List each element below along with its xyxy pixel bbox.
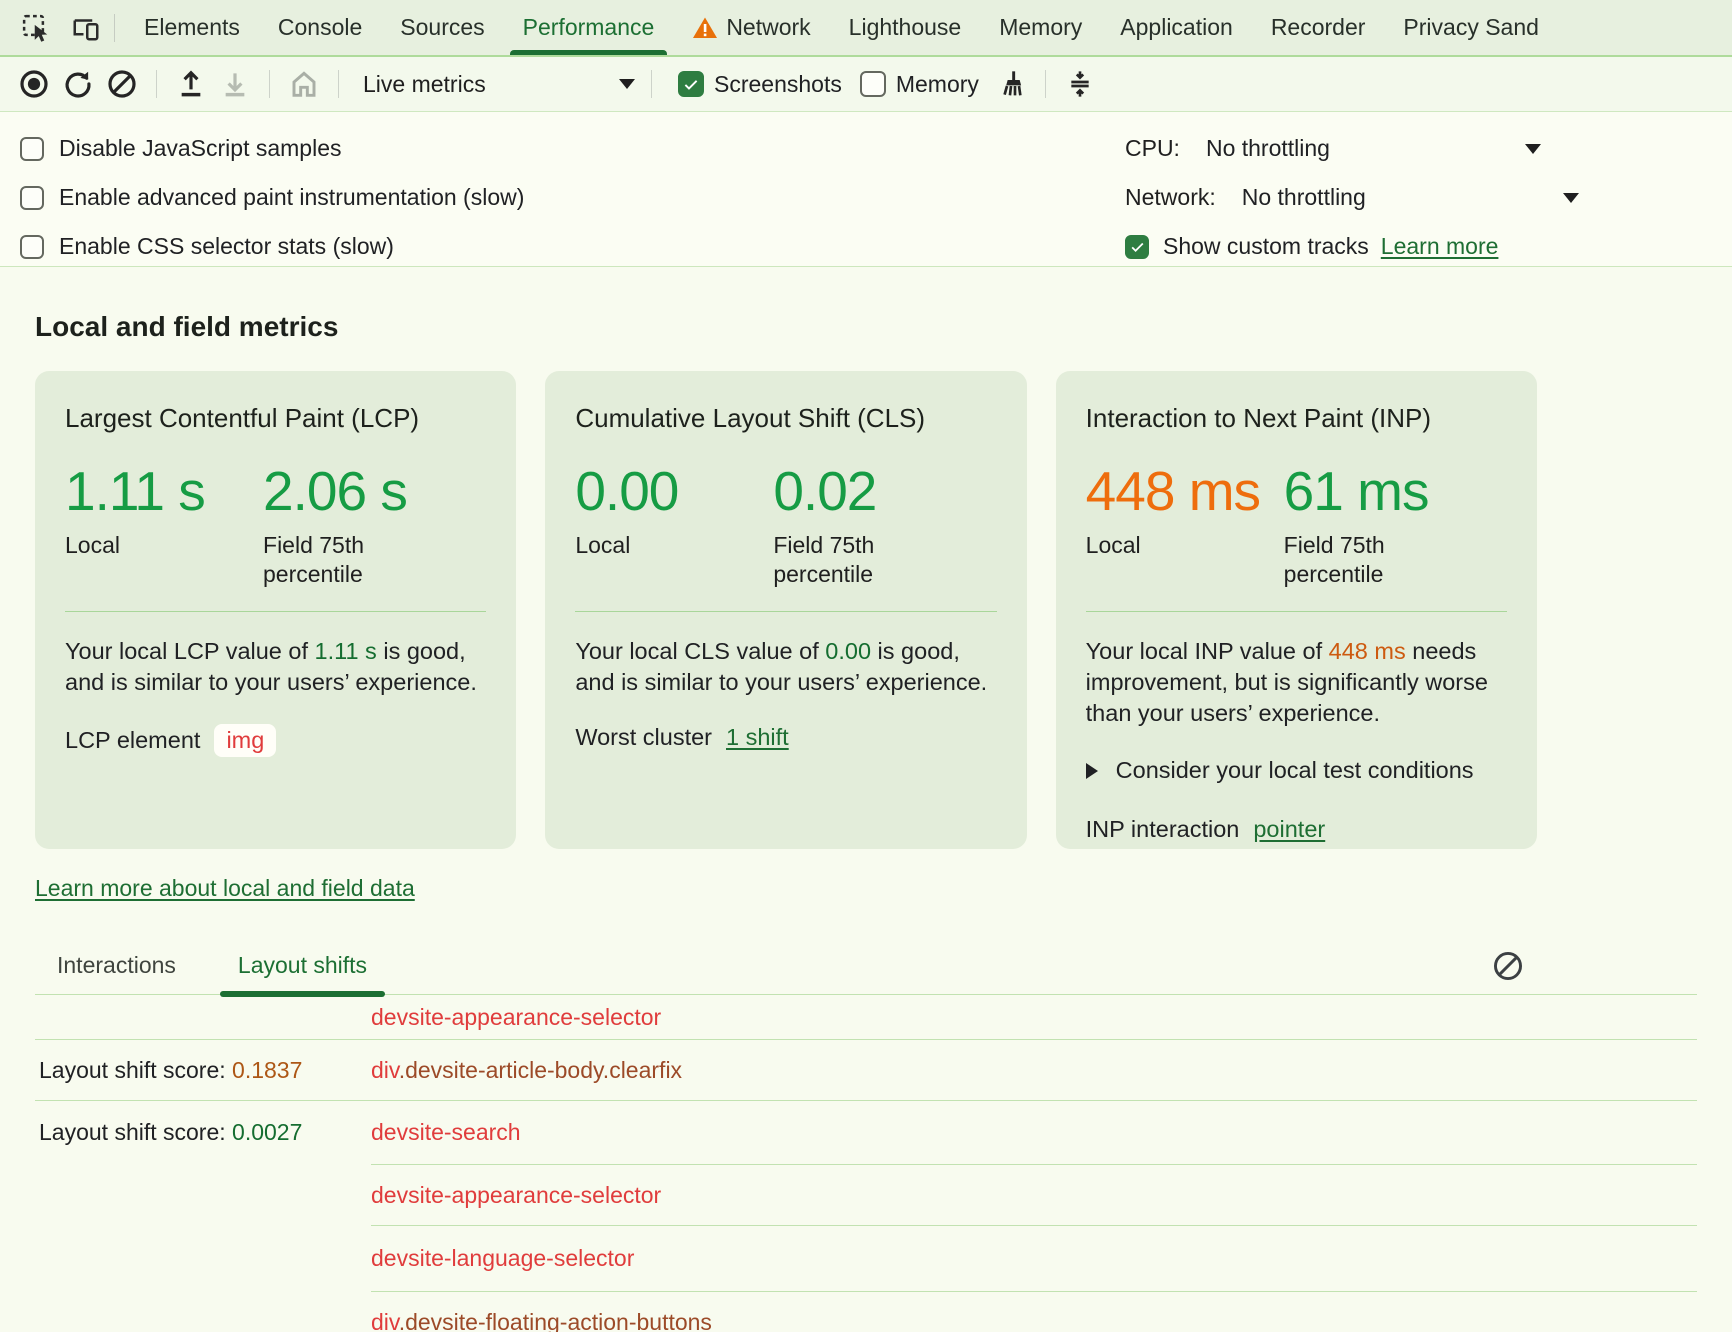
- checked-checkbox-icon: [678, 71, 704, 97]
- cpu-throttling-select[interactable]: CPU: No throttling: [1125, 124, 1725, 173]
- node-link[interactable]: devsite-search: [371, 1119, 521, 1145]
- tab-recorder[interactable]: Recorder: [1270, 14, 1366, 40]
- inp-field-value: 61 ms: [1283, 460, 1430, 522]
- node-link[interactable]: devsite-language-selector: [371, 1245, 635, 1271]
- upload-profile-icon[interactable]: [173, 66, 209, 102]
- lcp-element-link[interactable]: img: [214, 724, 277, 757]
- lcp-local-value: 1.11 s: [65, 460, 206, 522]
- capture-settings: Disable JavaScript samples Enable advanc…: [0, 112, 1732, 267]
- cls-card: Cumulative Layout Shift (CLS) 0.00 Local…: [545, 371, 1027, 849]
- history-dropdown-value: Live metrics: [363, 70, 486, 97]
- clear-log-icon[interactable]: [1492, 950, 1524, 982]
- chevron-down-icon: [619, 79, 635, 89]
- collapse-panel-icon[interactable]: [1062, 66, 1098, 102]
- learn-more-link[interactable]: Learn more: [1380, 233, 1499, 259]
- tab-performance[interactable]: Performance: [504, 0, 674, 55]
- network-throttling-select[interactable]: Network: No throttling: [1125, 173, 1725, 222]
- cls-local-value: 0.00: [575, 460, 679, 522]
- record-icon[interactable]: [16, 66, 52, 102]
- divider: [371, 1225, 1697, 1226]
- node-link[interactable]: div.devsite-floating-action-buttons: [371, 1308, 712, 1332]
- layout-shift-row[interactable]: devsite-appearance-selector: [35, 1165, 1732, 1225]
- tab-network[interactable]: Network: [673, 0, 829, 55]
- layout-shift-row[interactable]: devsite-language-selector: [35, 1226, 1732, 1291]
- chevron-down-icon: [1525, 143, 1541, 154]
- page-title: Local and field metrics: [35, 311, 339, 342]
- layout-shift-score: Layout shift score: 0.0027: [39, 1119, 303, 1145]
- node-link[interactable]: devsite-appearance-selector: [371, 1181, 662, 1208]
- layout-shift-row[interactable]: div.devsite-floating-action-buttons: [35, 1292, 1732, 1332]
- unchecked-checkbox-icon: [20, 185, 44, 210]
- divider: [338, 70, 339, 98]
- cls-description: Your local CLS value of 0.00 is good, an…: [575, 637, 988, 695]
- tab-lighthouse[interactable]: Lighthouse: [848, 14, 962, 40]
- tab-interactions[interactable]: Interactions: [57, 952, 176, 978]
- inp-card: Interaction to Next Paint (INP) 448 ms L…: [1055, 371, 1537, 849]
- local-test-conditions-expander[interactable]: Consider your local test conditions: [1085, 757, 1507, 784]
- tab-application[interactable]: Application: [1120, 14, 1233, 40]
- live-metrics-log-tabs: Interactions Layout shifts: [35, 950, 1697, 997]
- tab-sources[interactable]: Sources: [400, 14, 485, 40]
- clear-icon[interactable]: [104, 66, 140, 102]
- inp-description: Your local INP value of 448 ms needs imp…: [1085, 637, 1488, 727]
- inp-local-value: 448 ms: [1085, 460, 1261, 522]
- screenshots-checkbox[interactable]: Screenshots: [678, 71, 842, 98]
- tab-memory[interactable]: Memory: [999, 14, 1083, 40]
- devtools-tabbar: Elements Console Sources Performance Net…: [0, 0, 1732, 57]
- tab-elements[interactable]: Elements: [144, 14, 240, 40]
- node-link[interactable]: devsite-appearance-selector: [371, 1003, 662, 1030]
- unchecked-checkbox-icon: [20, 234, 44, 259]
- layout-shift-row[interactable]: Layout shift score: 0.0027 devsite-searc…: [35, 1101, 1732, 1164]
- layout-shift-score: Layout shift score: 0.1837: [39, 1056, 303, 1083]
- inp-interaction-link[interactable]: pointer: [1253, 816, 1326, 843]
- divider: [114, 13, 115, 42]
- unchecked-checkbox-icon: [859, 71, 886, 97]
- device-toolbar-icon[interactable]: [68, 10, 104, 46]
- download-profile-icon[interactable]: [217, 66, 253, 102]
- divider: [371, 1164, 1697, 1165]
- layout-shift-row[interactable]: Layout shift score: 0.1837 div.devsite-a…: [35, 1040, 1732, 1100]
- reload-record-icon[interactable]: [60, 66, 96, 102]
- worst-cluster-link[interactable]: 1 shift: [726, 724, 789, 750]
- cls-field-value: 0.02: [773, 460, 877, 522]
- inspect-element-icon[interactable]: [18, 10, 54, 46]
- memory-checkbox[interactable]: Memory: [859, 71, 979, 98]
- show-custom-tracks-checkbox[interactable]: Show custom tracks Learn more: [1125, 222, 1725, 271]
- divider: [651, 70, 652, 98]
- node-link[interactable]: div.devsite-article-body.clearfix: [371, 1056, 683, 1083]
- garbage-collect-broom-icon[interactable]: [993, 66, 1029, 102]
- metric-cards: Largest Contentful Paint (LCP) 1.11 s Lo…: [35, 371, 1537, 849]
- tab-console[interactable]: Console: [277, 14, 363, 40]
- divider: [35, 1039, 1697, 1040]
- divider: [575, 610, 997, 612]
- learn-more-field-data-link[interactable]: Learn more about local and field data: [35, 875, 415, 901]
- performance-toolbar: Live metrics Screenshots Memory: [0, 57, 1732, 112]
- divider: [371, 1291, 1697, 1292]
- divider: [1044, 70, 1046, 98]
- divider: [35, 1100, 1697, 1101]
- home-live-metrics-icon[interactable]: [286, 66, 322, 102]
- divider: [65, 610, 487, 612]
- lcp-description: Your local LCP value of 1.11 s is good, …: [65, 637, 477, 695]
- tab-layout-shifts[interactable]: Layout shifts: [219, 952, 386, 997]
- history-dropdown[interactable]: Live metrics: [363, 71, 635, 98]
- tab-privacy-sandbox[interactable]: Privacy Sand: [1403, 14, 1539, 40]
- layout-shift-row[interactable]: devsite-appearance-selector: [35, 995, 1732, 1039]
- disclosure-triangle-icon: [1085, 762, 1098, 779]
- disable-js-samples-checkbox[interactable]: Disable JavaScript samples: [20, 124, 1732, 173]
- warning-icon: [692, 16, 718, 40]
- lcp-card: Largest Contentful Paint (LCP) 1.11 s Lo…: [35, 371, 517, 849]
- lcp-field-value: 2.06 s: [263, 460, 408, 522]
- divider: [269, 70, 270, 98]
- unchecked-checkbox-icon: [20, 136, 44, 161]
- panel-tabs: Elements Console Sources Performance Net…: [125, 0, 1558, 55]
- divider: [156, 70, 157, 98]
- chevron-down-icon: [1563, 192, 1579, 203]
- css-selector-stats-checkbox[interactable]: Enable CSS selector stats (slow): [20, 222, 1732, 271]
- divider: [1085, 610, 1507, 612]
- checked-checkbox-icon: [1125, 234, 1149, 259]
- advanced-paint-checkbox[interactable]: Enable advanced paint instrumentation (s…: [20, 173, 1732, 222]
